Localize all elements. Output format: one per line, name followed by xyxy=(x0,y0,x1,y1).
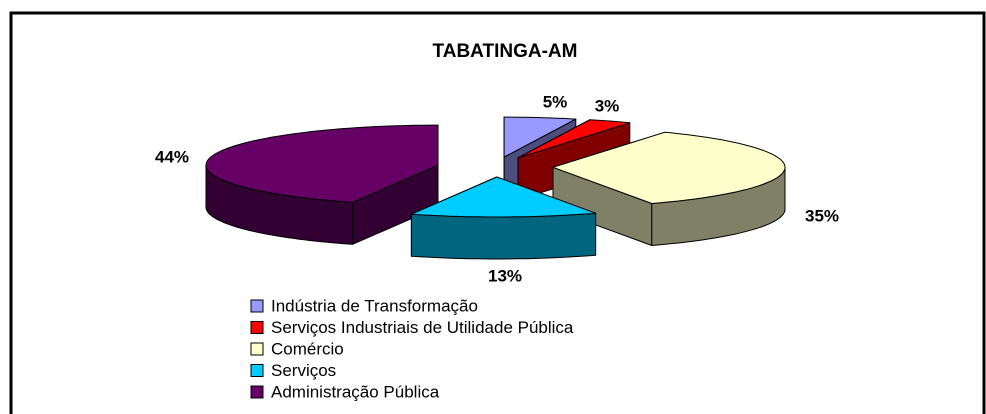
legend-swatch xyxy=(250,342,264,356)
legend-swatch xyxy=(250,321,264,334)
slice xyxy=(517,119,631,159)
legend-label: Comércio xyxy=(271,339,344,358)
legend-swatch xyxy=(250,385,264,399)
legend-label: Serviços Industriais de Utilidade Públic… xyxy=(271,318,574,337)
legend-label: Indústria de Transformação xyxy=(271,296,478,315)
data-label: 3% xyxy=(595,96,620,115)
slice xyxy=(205,124,439,203)
slice-side xyxy=(410,212,597,260)
legend-swatch xyxy=(250,299,264,313)
chart-title: TABATINGA-AM xyxy=(433,41,578,62)
data-label: 5% xyxy=(543,92,568,111)
data-label: 35% xyxy=(805,206,839,225)
legend-label: Administração Pública xyxy=(271,382,440,401)
legend-label: Serviços xyxy=(271,361,336,380)
legend-swatch xyxy=(250,364,264,377)
data-label: 44% xyxy=(155,147,189,166)
data-label: 13% xyxy=(488,266,522,285)
slice xyxy=(503,116,577,158)
slice xyxy=(552,131,786,204)
slice xyxy=(410,176,597,218)
